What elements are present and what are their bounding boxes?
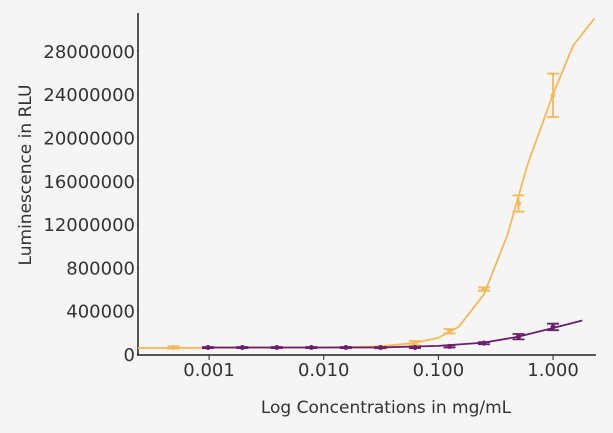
x-tick-label: 0.010 [298, 360, 350, 381]
data-point [205, 345, 211, 351]
data-point [343, 345, 349, 351]
data-point [274, 345, 280, 351]
x-tick-label: 0.100 [413, 360, 465, 381]
y-axis-label: Luminescence in RLU [16, 85, 36, 266]
y-tick-label: 28000000 [43, 42, 135, 63]
data-point [308, 345, 314, 351]
data-point [446, 328, 452, 334]
y-tick-label: 0 [124, 345, 135, 366]
data-point [171, 345, 177, 351]
y-tick-label: 20000000 [43, 128, 135, 149]
y-tick-label: 16000000 [43, 172, 135, 193]
data-point [412, 340, 418, 346]
y-tick-label: 400000 [66, 302, 135, 323]
data-point [550, 92, 556, 98]
data-point [481, 340, 487, 346]
x-tick-label: 0.001 [183, 360, 235, 381]
y-tick-label: 800000 [66, 258, 135, 279]
fit-curve [137, 17, 596, 349]
x-tick-label: 1.000 [527, 360, 579, 381]
data-point [239, 345, 245, 351]
data-point [446, 343, 452, 349]
data-point [481, 286, 487, 292]
data-point [377, 345, 383, 351]
x-axis-label: Log Concentrations in mg/mL [261, 398, 512, 418]
y-tick-label: 12000000 [43, 215, 135, 236]
y-tick-label: 24000000 [43, 85, 135, 106]
data-point [516, 334, 522, 340]
data-point [550, 324, 556, 330]
data-point [516, 201, 522, 207]
data-point [412, 345, 418, 351]
